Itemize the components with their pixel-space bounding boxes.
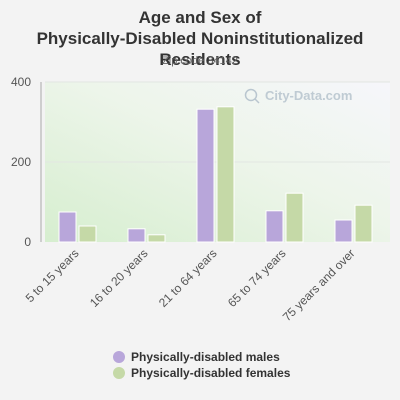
bar-females (285, 192, 304, 243)
x-tick-label: 65 to 74 years (225, 246, 289, 310)
bar-males (196, 108, 215, 243)
legend-item-males: Physically-disabled males (113, 350, 280, 364)
bar-females (354, 204, 373, 243)
legend-label-males: Physically-disabled males (131, 350, 280, 364)
x-tick-label: 75 years and over (280, 246, 358, 324)
x-tick-label: 5 to 15 years (23, 246, 82, 305)
legend-item-females: Physically-disabled females (113, 366, 290, 380)
y-tick-label: 400 (11, 75, 31, 89)
chart-subtitle: Zip code 34142 (162, 55, 238, 67)
watermark: City-Data.com (244, 88, 352, 104)
females-swatch-icon (113, 367, 125, 379)
y-tick-label: 200 (11, 155, 31, 169)
x-tick-label: 16 to 20 years (87, 246, 151, 310)
bar-males (265, 210, 284, 243)
legend-label-females: Physically-disabled females (131, 366, 291, 380)
chart-title: Age and Sex of Physically-Disabled Nonins… (36, 8, 364, 69)
bar-females (216, 106, 235, 243)
y-tick-label: 0 (24, 235, 31, 249)
bar-females (78, 225, 97, 243)
bar-males (58, 211, 77, 243)
bar-females (147, 234, 166, 243)
males-swatch-icon (113, 351, 125, 363)
x-tick-label: 21 to 64 years (156, 246, 220, 310)
svg-text:City-Data.com: City-Data.com (265, 88, 352, 103)
bar-males (334, 219, 353, 243)
bar-males (127, 228, 146, 243)
